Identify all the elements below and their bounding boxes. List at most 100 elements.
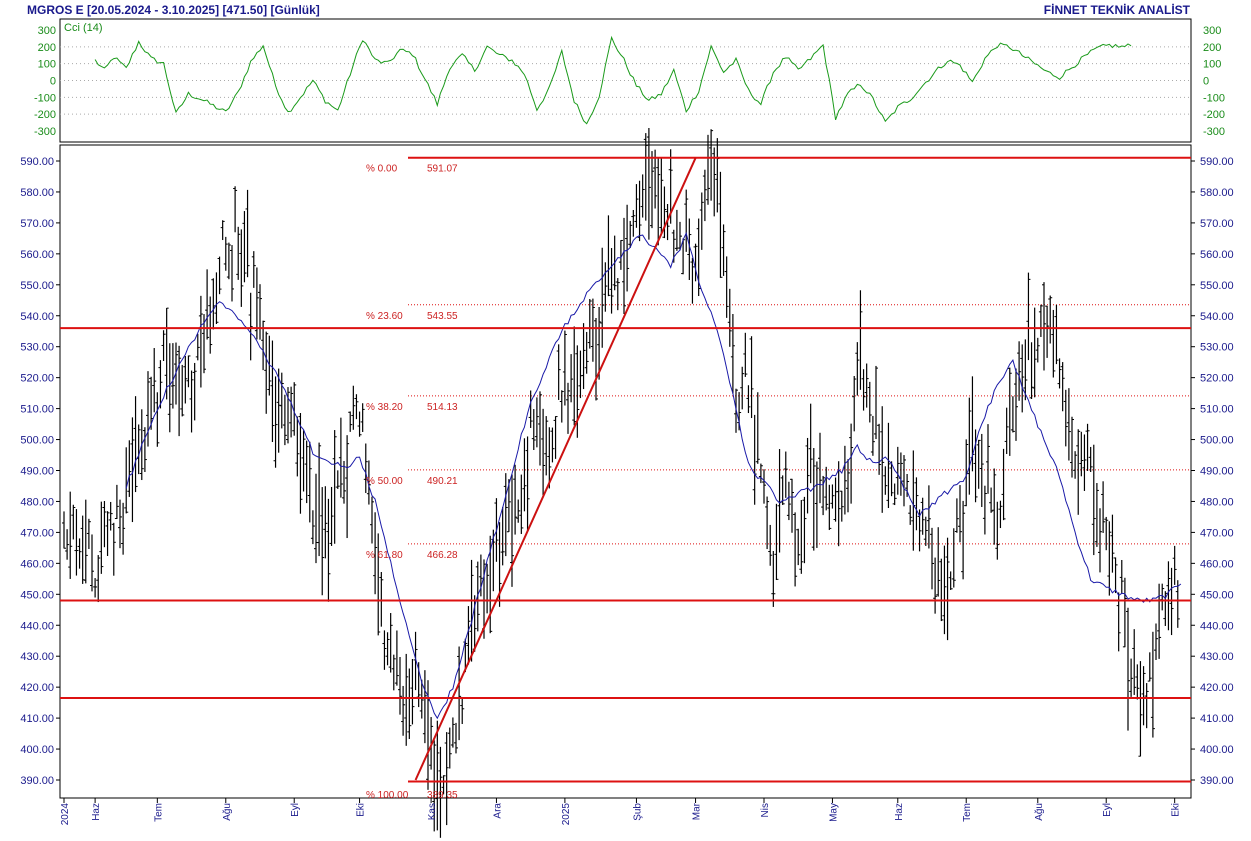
ohlc-bar (553, 416, 558, 459)
price-panel: 590.00 580.00 570.00 560.00 550.00 540.00 530.… (20, 128, 1234, 838)
ohlc-bar (724, 256, 729, 318)
ohlc-bar (413, 631, 418, 691)
ohlc-bar (245, 189, 250, 278)
ohlc-bar (839, 490, 844, 522)
ohlc-bar (1054, 304, 1059, 365)
price-tick-label-right: 540.00 (1200, 311, 1234, 323)
ohlc-bar (310, 510, 315, 545)
ohlc-bar (1082, 434, 1087, 491)
ohlc-bar (755, 392, 760, 464)
ohlc-bar (404, 653, 409, 746)
ohlc-bar (164, 307, 169, 400)
ohlc-bar (1116, 592, 1121, 652)
price-tick-label-right: 560.00 (1200, 249, 1234, 261)
fib-level-percent: % 61.80 (366, 550, 403, 561)
ohlc-bar (870, 415, 875, 456)
ohlc-bar (1045, 305, 1050, 358)
ohlc-bar (503, 473, 508, 557)
x-tick-label: Mar (692, 802, 703, 820)
ohlc-bar (124, 447, 129, 514)
ohlc-bar (1066, 388, 1071, 461)
ohlc-bar (634, 184, 639, 228)
x-tick-label: May (828, 803, 839, 822)
ohlc-bar (650, 151, 654, 229)
price-tick-label-left: 550.00 (20, 280, 54, 292)
ohlc-bar (370, 496, 374, 544)
ohlc-bar (1085, 423, 1090, 471)
ohlc-bar (948, 571, 953, 590)
ohlc-bar (939, 558, 944, 622)
cci-grid (60, 46, 1191, 115)
ohlc-bar (749, 336, 754, 419)
ohlc-bar (637, 180, 642, 242)
ohlc-bar (584, 331, 589, 374)
ohlc-bar (1135, 664, 1140, 700)
ohlc-bar (438, 746, 443, 838)
ohlc-bar (808, 403, 813, 484)
price-tick-label-left: 540.00 (20, 311, 54, 323)
price-y-axis-right: 590.00 580.00 570.00 560.00 550.00 540.00 530.… (1191, 156, 1234, 787)
x-axis: 2024 Haz Tem Ağu Eyl Eki Kas Ara 2025 Şub Mar Nis Ma… (60, 798, 1182, 825)
ohlc-bar (74, 509, 79, 576)
ohlc-bar (180, 364, 185, 417)
ohlc-bar (192, 362, 197, 421)
x-tick-label: Eyl (1102, 803, 1113, 817)
ohlc-bar (528, 390, 533, 428)
x-tick-label: Ara (492, 803, 503, 819)
ohlc-bar (609, 248, 614, 314)
ohlc-bar (774, 503, 779, 581)
cci-panel: 300 200 100 0 -100 -200 -300 300 200 100 0 -100 -20… (34, 18, 1225, 143)
x-tick-label: Nis (760, 803, 771, 817)
ohlc-bar (1051, 309, 1056, 378)
ohlc-bar (877, 423, 882, 475)
price-tick-label-left: 560.00 (20, 249, 54, 261)
ohlc-bar (709, 129, 714, 201)
ohlc-bar (348, 411, 353, 432)
ohlc-bar (1004, 407, 1009, 455)
ohlc-bar (1138, 661, 1143, 757)
ohlc-bar (799, 500, 804, 574)
x-tick-label: Eyl (290, 803, 301, 817)
ohlc-bar (373, 512, 378, 595)
ohlc-bar (363, 443, 368, 493)
ohlc-bar (1107, 521, 1112, 596)
x-tick-label: Şub (632, 803, 643, 821)
price-tick-label-right: 580.00 (1200, 187, 1234, 199)
ohlc-bar (712, 147, 717, 217)
ohlc-bar (454, 722, 458, 754)
ohlc-bar (419, 679, 424, 719)
price-tick-label-left: 510.00 (20, 404, 54, 416)
ohlc-bar (933, 557, 938, 614)
ohlc-bar (1038, 304, 1043, 337)
ohlc-bar (326, 498, 331, 602)
ohlc-bar (248, 292, 253, 361)
ohlc-bar (995, 501, 1000, 560)
ohlc-bar (852, 375, 857, 432)
ohlc-bar (861, 369, 866, 411)
ohlc-bar (531, 409, 536, 451)
ohlc-bar (155, 392, 160, 447)
ohlc-bar (699, 192, 704, 250)
cci-label: Cci (14) (64, 22, 103, 34)
ohlc-bar (83, 499, 88, 584)
ohlc-bar (1150, 631, 1155, 738)
ohlc-bar (998, 500, 1003, 529)
ohlc-bar (317, 442, 322, 557)
x-tick-label: Tem (962, 803, 973, 822)
ohlc-bar (90, 534, 94, 592)
ohlc-bar (435, 720, 440, 831)
ohlc-bar (746, 385, 751, 414)
ohlc-bar (687, 218, 692, 281)
x-tick-label: 2024 (60, 803, 71, 826)
ohlc-bar (1032, 307, 1037, 398)
ohlc-bar (1029, 342, 1034, 399)
ohlc-bar (920, 497, 925, 535)
ohlc-bar (600, 247, 605, 348)
ohlc-bar (189, 370, 194, 433)
fib-level-percent: % 0.00 (366, 164, 398, 175)
ohlc-bar (538, 391, 542, 466)
ohlc-bar (923, 516, 928, 546)
ohlc-bar (702, 169, 707, 222)
ohlc-bar (360, 403, 365, 432)
ohlc-bar (930, 527, 934, 590)
